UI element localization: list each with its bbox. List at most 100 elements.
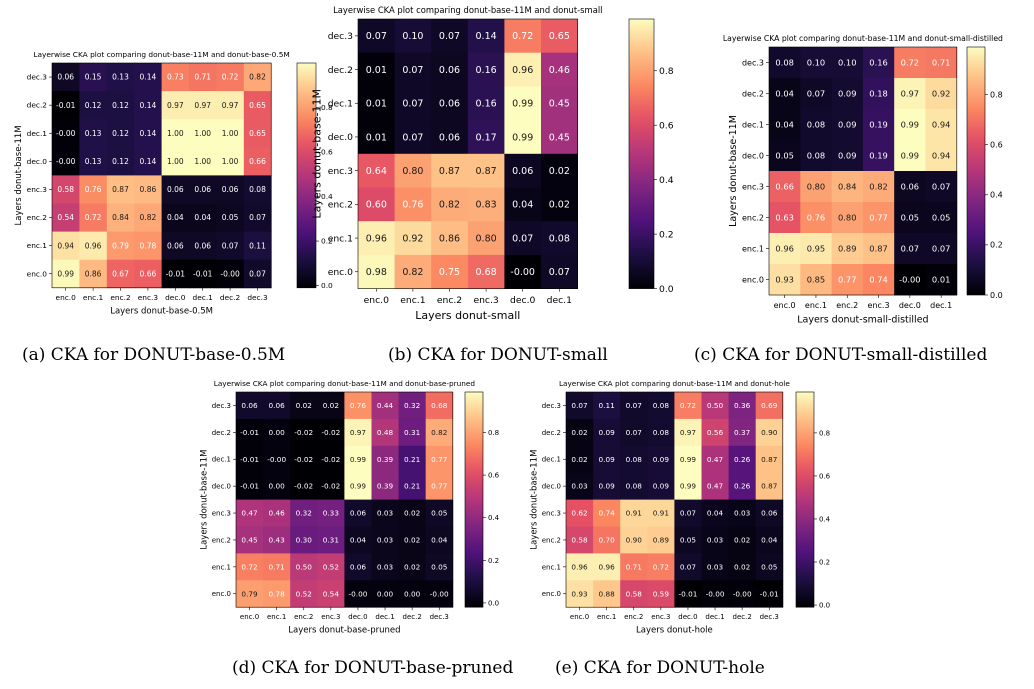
heatmap-cell <box>216 175 245 204</box>
cell-value-label: 0.07 <box>249 213 266 222</box>
cell-value-label: -0.01 <box>240 482 259 491</box>
x-tick-label: enc.0 <box>364 295 389 306</box>
x-axis-label: Layers donut-small-distilled <box>797 315 928 326</box>
heatmap-cell <box>236 580 264 608</box>
heatmap-cell <box>394 153 432 188</box>
heatmap-panel-0: Layerwise CKA plot comparing donut-base-… <box>14 50 333 317</box>
colorbar <box>296 62 317 289</box>
cell-value-label: 0.06 <box>241 401 258 410</box>
heatmap-cell <box>504 52 542 87</box>
heatmap-cell <box>243 175 272 204</box>
heatmap-cell <box>674 445 702 474</box>
cell-value-label: 0.01 <box>932 274 950 284</box>
cell-value-label: -0.00 <box>899 274 920 284</box>
heatmap-cell <box>620 392 648 420</box>
x-axis-label: Layers donut-base-0.5M <box>110 307 213 317</box>
x-axis-label: Layers donut-hole <box>636 626 713 636</box>
heatmap-cell <box>394 52 432 87</box>
heatmap-cell <box>161 203 190 232</box>
cell-value-label: 0.82 <box>140 213 157 222</box>
heatmap-cell <box>467 52 505 87</box>
cell-value-label: 0.05 <box>901 212 919 222</box>
y-tick-label: dec.1 <box>742 120 764 129</box>
cell-value-label: 0.04 <box>350 536 367 545</box>
heatmap-cell <box>755 499 784 527</box>
y-tick-label: enc.2 <box>328 200 353 211</box>
heatmap-cell <box>728 580 757 608</box>
cell-value-label: 0.07 <box>571 401 588 410</box>
heatmap-cell <box>52 231 80 261</box>
cell-value-label: 0.31 <box>404 428 420 437</box>
heatmap-cell <box>800 264 832 296</box>
cell-value-label: 0.76 <box>85 185 102 194</box>
cell-value-label: 0.65 <box>249 101 266 110</box>
plot-frame <box>565 391 784 608</box>
plot-frame <box>357 18 578 289</box>
cell-value-label: 0.64 <box>366 166 387 177</box>
y-tick-label: enc.2 <box>212 536 231 544</box>
heatmap-cell <box>243 63 272 92</box>
cell-value-label: 0.97 <box>680 428 697 437</box>
cell-value-label: -0.02 <box>321 428 340 437</box>
cell-value-label: 0.90 <box>761 428 778 437</box>
cell-value-label: 0.08 <box>653 401 670 410</box>
heatmap-cell <box>344 445 372 474</box>
heatmap-cell <box>216 63 245 92</box>
heatmap-cell <box>317 418 345 447</box>
cell-value-label: 0.54 <box>323 589 340 598</box>
cell-value-label: 0.87 <box>761 482 778 491</box>
heatmap-cell <box>701 580 729 608</box>
colorbar <box>464 391 484 608</box>
cell-value-label: 0.04 <box>761 536 778 545</box>
x-tick-label: dec.3 <box>430 613 449 621</box>
heatmap-cell <box>467 153 505 188</box>
cell-value-label: 0.80 <box>476 233 497 244</box>
cell-value-label: 0.05 <box>431 562 447 571</box>
cell-value-label: 0.96 <box>85 241 102 250</box>
heatmap-cell <box>317 553 345 581</box>
y-tick-label: enc.1 <box>742 244 764 253</box>
heatmap-cell <box>925 140 958 172</box>
cell-value-label: 1.00 <box>222 129 239 138</box>
cell-value-label: 0.96 <box>599 562 616 571</box>
heatmap-cell <box>800 140 832 172</box>
heatmap-cell <box>541 86 578 121</box>
x-tick-label: enc.2 <box>836 301 858 310</box>
y-tick-label: dec.3 <box>742 58 764 67</box>
x-tick-label: dec.0 <box>348 613 367 621</box>
heatmap-cell <box>134 119 162 148</box>
heatmap-cell <box>394 254 432 289</box>
cell-value-label: 0.10 <box>402 31 423 42</box>
cell-value-label: 0.80 <box>402 166 423 177</box>
y-tick-label: dec.2 <box>27 101 47 110</box>
heatmap-cell <box>358 254 395 289</box>
heatmap-cell <box>344 392 372 420</box>
heatmap-cell <box>290 472 318 500</box>
heatmap-cell <box>317 472 345 500</box>
heatmap-cell <box>394 120 432 155</box>
heatmap-cell <box>541 254 578 289</box>
heatmap-cell <box>800 171 832 203</box>
heatmap-cell <box>620 553 648 581</box>
cell-value-label: 0.68 <box>476 267 497 278</box>
heatmap-cell <box>161 147 190 176</box>
heatmap-cell <box>263 553 291 581</box>
heatmap-cell <box>431 86 469 121</box>
cell-value-label: 0.00 <box>377 589 394 598</box>
cell-value-label: 0.08 <box>249 185 266 194</box>
cell-value-label: 0.82 <box>249 73 266 82</box>
chart-title: Layerwise CKA plot comparing donut-base-… <box>723 34 1003 43</box>
heatmap-cell <box>236 418 264 447</box>
heatmap-cell <box>894 202 926 234</box>
heatmap-cell <box>263 526 291 554</box>
heatmap-cell <box>566 472 594 500</box>
heatmap-cell <box>674 499 702 527</box>
heatmap-cell <box>504 254 542 289</box>
y-axis-label: Layers donut-base-11M <box>14 125 24 225</box>
cell-value-label: 0.07 <box>901 243 919 253</box>
heatmap-cell <box>263 445 291 474</box>
heatmap-cell <box>161 259 190 289</box>
heatmap-cell <box>467 221 505 256</box>
cell-value-label: 0.44 <box>377 401 394 410</box>
heatmap-cell <box>831 109 864 141</box>
